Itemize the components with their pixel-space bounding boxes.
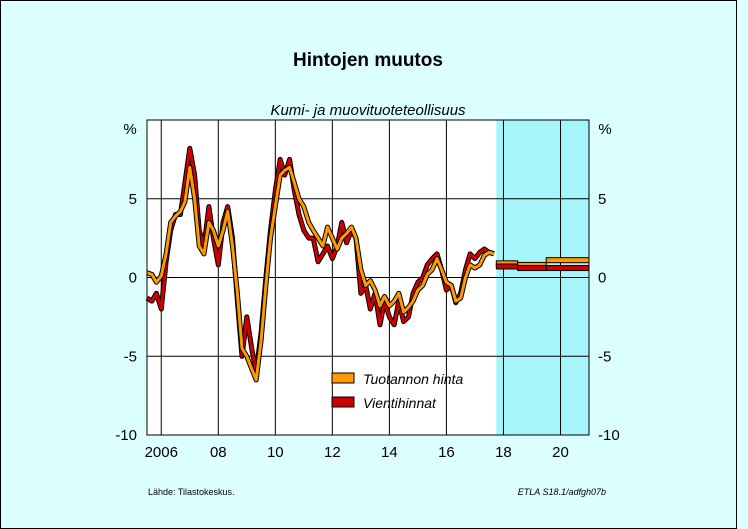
x-tick-label: 10: [267, 444, 284, 461]
x-axis-ticks: 2006 08 10 12 14 16 18 20: [145, 444, 569, 461]
y-tick-label-right: 5: [598, 191, 606, 208]
y-tick-label-right: -5: [598, 348, 611, 365]
forecast-bar-production-price: [545, 257, 590, 264]
chart-code: ETLA S18.1/adfgh07b: [518, 487, 606, 497]
legend-swatch-production-price: [331, 372, 355, 384]
forecast-bar-export-price: [517, 265, 547, 272]
y-tick-label-left: 0: [129, 270, 137, 287]
x-tick-label: 2006: [145, 444, 178, 461]
x-tick-label: 08: [210, 444, 227, 461]
forecast-bar-export-price: [495, 263, 519, 270]
plot-frame: [146, 119, 590, 436]
series-line-production-price: [146, 165, 495, 382]
legend: Tuotannon hinta Vientihinnat: [331, 371, 463, 411]
y-tick-label-left: 5: [129, 191, 137, 208]
chart-subtitle: Kumi- ja muovituoteteollisuus: [270, 102, 466, 119]
legend-label-production-price: Tuotannon hinta: [363, 371, 463, 387]
y-tick-label-left: -5: [124, 348, 137, 365]
x-tick-label: 20: [552, 444, 569, 461]
x-tick-label: 12: [324, 444, 341, 461]
legend-item-production-price: Tuotannon hinta: [331, 371, 463, 387]
legend-item-export-price: Vientihinnat: [331, 395, 437, 411]
chart-title: Hintojen muutos: [293, 50, 443, 71]
grid: [147, 120, 589, 435]
source-note: Lähde: Tilastokeskus.: [148, 487, 235, 497]
x-tick-label: 18: [495, 444, 512, 461]
y-tick-label-left: -10: [115, 427, 137, 444]
legend-label-export-price: Vientihinnat: [363, 395, 437, 411]
y-unit-right: %: [598, 121, 611, 138]
forecast-bar-export-price: [545, 265, 590, 272]
x-tick-label: 16: [438, 444, 455, 461]
legend-swatch-export-price: [331, 396, 355, 408]
y-tick-label-right: -10: [598, 427, 620, 444]
series-lines: [145, 145, 590, 383]
y-axis-ticks: -10 -10 -5 -5 0 0 5 5: [115, 191, 619, 444]
y-unit-left: %: [123, 121, 136, 138]
y-tick-label-right: 0: [598, 270, 606, 287]
x-tick-label: 14: [381, 444, 398, 461]
